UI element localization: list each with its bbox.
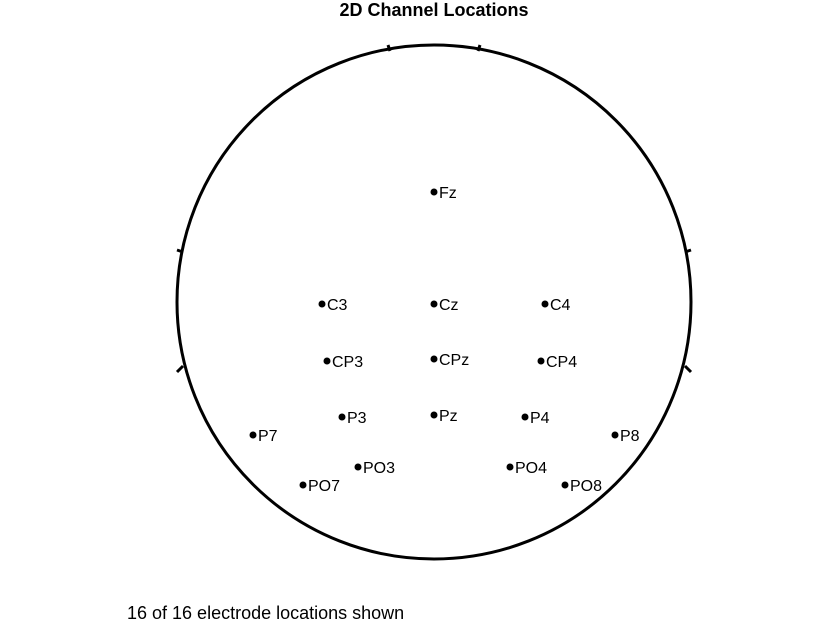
electrode-dot-pz [430,411,438,419]
right-ear-mark-upper [684,248,692,254]
left-ear-marks [175,248,185,374]
electrode-label-po4: PO4 [515,460,547,477]
electrode-po3: PO3 [354,460,395,477]
electrode-label-p4: P4 [530,410,550,427]
nose-mark-left [386,44,392,52]
electrode-label-c3: C3 [327,297,348,314]
electrode-dot-cp3 [323,357,331,365]
electrode-label-fz: Fz [439,185,457,202]
electrode-pz: Pz [430,408,458,425]
electrode-label-pz: Pz [439,408,458,425]
head-outline [175,43,693,561]
electrode-dot-p3 [338,413,346,421]
electrode-c3: C3 [318,297,348,314]
electrode-label-po8: PO8 [570,478,602,495]
electrode-label-po3: PO3 [363,460,395,477]
electrode-dot-cz [430,300,438,308]
electrode-dot-fz [430,188,438,196]
electrode-fz: Fz [430,185,457,202]
electrode-label-cp4: CP4 [546,354,577,371]
electrode-label-p3: P3 [347,410,367,427]
status-text: 16 of 16 electrode locations shown [127,603,405,623]
electrode-c4: C4 [541,297,571,314]
electrode-p3: P3 [338,410,367,427]
electrode-cp4: CP4 [537,354,577,371]
electrode-label-p7: P7 [258,428,278,445]
nose-marks [386,44,482,52]
electrode-dot-c4 [541,300,549,308]
nose-mark-right [476,44,482,52]
electrode-dot-po7 [299,481,307,489]
electrode-po7: PO7 [299,478,340,495]
electrode-cz: Cz [430,297,459,314]
electrode-label-c4: C4 [550,297,571,314]
right-ear-marks [683,248,693,374]
electrode-dot-cp4 [537,357,545,365]
electrode-label-cz: Cz [439,297,459,314]
electrode-dot-po8 [561,481,569,489]
electrode-label-po7: PO7 [308,478,340,495]
left-ear-mark-upper [176,248,184,254]
electrode-label-p8: P8 [620,428,640,445]
electrode-label-cp3: CP3 [332,354,363,371]
electrode-cpz: CPz [430,352,469,369]
electrode-po8: PO8 [561,478,602,495]
electrode-dot-po3 [354,463,362,471]
electrode-p8: P8 [611,428,640,445]
electrode-dot-cpz [430,355,438,363]
electrode-po4: PO4 [506,460,547,477]
electrode-dot-c3 [318,300,326,308]
electrode-p4: P4 [521,410,550,427]
electrode-cp3: CP3 [323,354,363,371]
electrode-dot-po4 [506,463,514,471]
right-ear-mark-lower [683,364,693,374]
electrode-dot-p7 [249,431,257,439]
page-title: 2D Channel Locations [339,0,529,20]
electrode-label-cpz: CPz [439,352,469,369]
electrode-layer: Fz C3 Cz C4 CP3 CPz CP4 P7 P3 Pz P4 P8 PO7 PO3 PO4 PO8 [249,185,640,495]
left-ear-mark-lower [175,364,185,374]
electrode-p7: P7 [249,428,278,445]
electrode-dot-p8 [611,431,619,439]
electrode-dot-p4 [521,413,529,421]
